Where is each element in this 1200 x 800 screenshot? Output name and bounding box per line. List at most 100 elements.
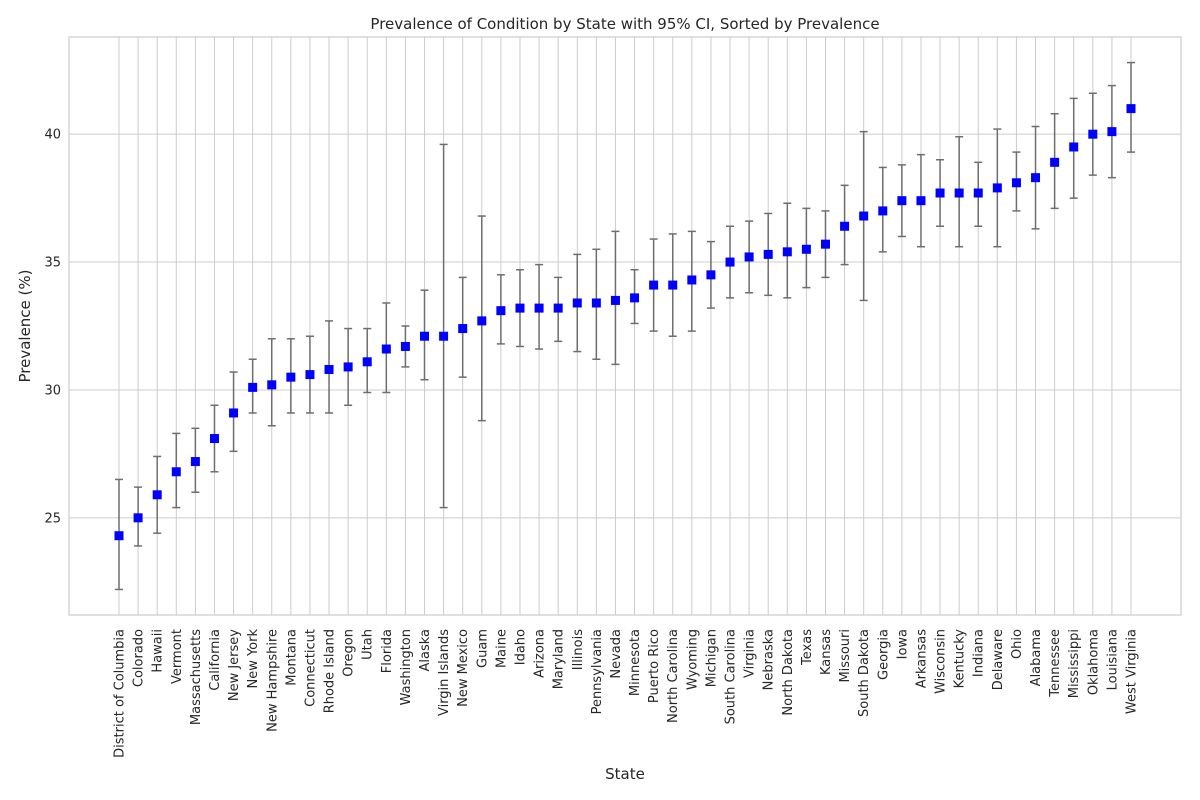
x-tick-label: Pennsylvania [590, 629, 605, 714]
x-tick-label: Kentucky [953, 629, 968, 689]
x-tick-label: Louisiana [1105, 629, 1120, 690]
data-point [324, 364, 334, 374]
y-tick-label: 40 [44, 128, 61, 143]
data-point [496, 306, 506, 316]
x-tick-label: Mississippi [1067, 629, 1082, 698]
data-point [1126, 104, 1136, 114]
data-point [286, 372, 296, 382]
data-point [229, 408, 239, 418]
data-point [820, 239, 830, 249]
data-point [763, 249, 773, 259]
x-tick-label: Idaho [513, 629, 528, 665]
data-point [897, 196, 907, 206]
x-tick-label: California [208, 629, 223, 691]
x-tick-label: Virginia [743, 629, 758, 678]
data-point [439, 331, 449, 341]
x-tick-label: Maryland [552, 629, 567, 689]
x-tick-label: Ohio [1010, 629, 1025, 659]
x-tick-label: Hawaii [151, 629, 166, 673]
data-point [878, 206, 888, 216]
x-tick-label: District of Columbia [113, 629, 128, 758]
y-tick-labels: 25 30 35 40 [44, 128, 61, 527]
x-tick-label: Wyoming [685, 629, 700, 690]
data-point [687, 275, 697, 285]
data-point [630, 293, 640, 303]
data-point [725, 257, 735, 267]
data-point [935, 188, 945, 198]
data-points [114, 104, 1136, 541]
x-tick-label: Massachusetts [189, 629, 204, 725]
data-point [572, 298, 582, 308]
x-tick-label: Oklahoma [1086, 629, 1101, 695]
data-point [859, 211, 869, 221]
chart-title: Prevalence of Condition by State with 95… [370, 15, 879, 33]
x-tick-label: Minnesota [628, 629, 643, 696]
x-tick-label: Texas [800, 629, 815, 666]
x-tick-label: Maine [494, 629, 509, 668]
x-tick-label: Vermont [170, 629, 185, 684]
x-tick-label: Delaware [991, 629, 1006, 690]
x-tick-label: Florida [380, 629, 395, 673]
data-point [133, 513, 143, 523]
data-point [152, 490, 162, 500]
y-tick-label: 30 [44, 383, 61, 398]
x-tick-label: Colorado [132, 629, 147, 687]
x-tick-label: Indiana [972, 629, 987, 677]
data-point [343, 362, 353, 372]
x-tick-label: West Virginia [1125, 629, 1140, 714]
x-tick-label: Arizona [533, 629, 548, 678]
data-point [973, 188, 983, 198]
data-point [801, 244, 811, 254]
x-tick-label: Montana [284, 629, 299, 686]
error-bars [115, 61, 1135, 591]
data-point [1088, 129, 1098, 139]
data-point [458, 324, 468, 334]
grid [69, 37, 1181, 615]
data-point [534, 303, 544, 313]
data-point [248, 382, 258, 392]
x-tick-label: Connecticut [303, 629, 318, 707]
y-axis-label: Prevalence (%) [16, 269, 34, 382]
x-tick-label: Alaska [418, 629, 433, 672]
y-tick-label: 35 [44, 256, 61, 271]
data-point [782, 247, 792, 257]
data-point [706, 270, 716, 280]
data-point [840, 221, 850, 231]
x-axis-label: State [605, 765, 645, 783]
data-point [591, 298, 601, 308]
data-point [992, 183, 1002, 193]
data-point [400, 341, 410, 351]
x-tick-label: Iowa [895, 629, 910, 659]
x-tick-label: Virgin Islands [437, 629, 452, 716]
x-tick-label: Washington [399, 629, 414, 705]
x-tick-label: North Dakota [781, 629, 796, 716]
data-point [668, 280, 678, 290]
x-tick-label: New Hampshire [265, 629, 280, 732]
data-point [381, 344, 391, 354]
x-tick-label: Nebraska [762, 629, 777, 690]
data-point [1050, 157, 1060, 167]
x-tick-label: Puerto Rico [647, 629, 662, 703]
data-point [553, 303, 563, 313]
data-point [1031, 173, 1041, 183]
y-tick-label: 25 [44, 511, 61, 526]
data-point [114, 531, 124, 541]
x-tick-label: Tennessee [1048, 629, 1063, 698]
x-tick-label: Michigan [704, 629, 719, 687]
data-point [744, 252, 754, 262]
data-point [362, 357, 372, 367]
data-point [209, 434, 219, 444]
x-tick-label: South Carolina [724, 629, 739, 724]
x-tick-label: Georgia [876, 629, 891, 680]
data-point [190, 457, 200, 467]
x-tick-label: New Mexico [456, 629, 471, 707]
data-point [477, 316, 487, 326]
data-point [1069, 142, 1079, 152]
x-tick-label: Missouri [838, 629, 853, 683]
x-tick-label: Arkansas [914, 629, 929, 688]
x-tick-label: North Carolina [666, 629, 681, 723]
x-tick-label: Kansas [819, 629, 834, 675]
data-point [267, 380, 277, 390]
x-tick-label: New York [246, 629, 261, 689]
